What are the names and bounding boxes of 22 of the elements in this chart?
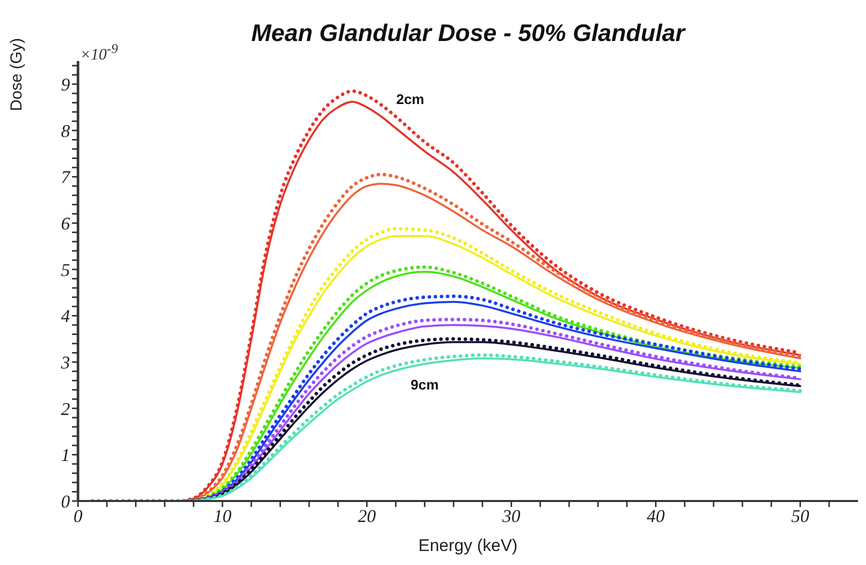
x-tick-label: 30 — [501, 506, 520, 526]
x-axis-title: Energy (keV) — [418, 536, 518, 555]
y-tick-label: 4 — [61, 306, 70, 326]
x-tick-label: 20 — [358, 506, 376, 526]
y-tick-label: 8 — [61, 120, 70, 141]
x-tick-label: 10 — [213, 506, 232, 526]
y-tick-label: 1 — [61, 445, 70, 466]
y-tick-label: 6 — [61, 213, 70, 234]
x-tick-label: 50 — [791, 506, 810, 526]
x-tick-label: 40 — [646, 506, 665, 526]
x-tick-label: 0 — [74, 506, 82, 526]
y-axis-title: Dose (Gy) — [8, 38, 26, 111]
y-tick-label: 3 — [60, 352, 70, 372]
y-tick-label: 9 — [61, 74, 70, 95]
y-tick-label: 5 — [61, 260, 70, 280]
chart-title: Mean Glandular Dose - 50% Glandular — [251, 20, 685, 47]
annotation: 9cm — [410, 376, 439, 393]
y-tick-label: 7 — [61, 167, 71, 188]
annotation: 2cm — [396, 91, 424, 108]
annotation: ×10$^{-9}$ — [80, 41, 118, 64]
y-tick-label: 0 — [61, 491, 70, 512]
y-tick-label: 2 — [61, 398, 70, 419]
